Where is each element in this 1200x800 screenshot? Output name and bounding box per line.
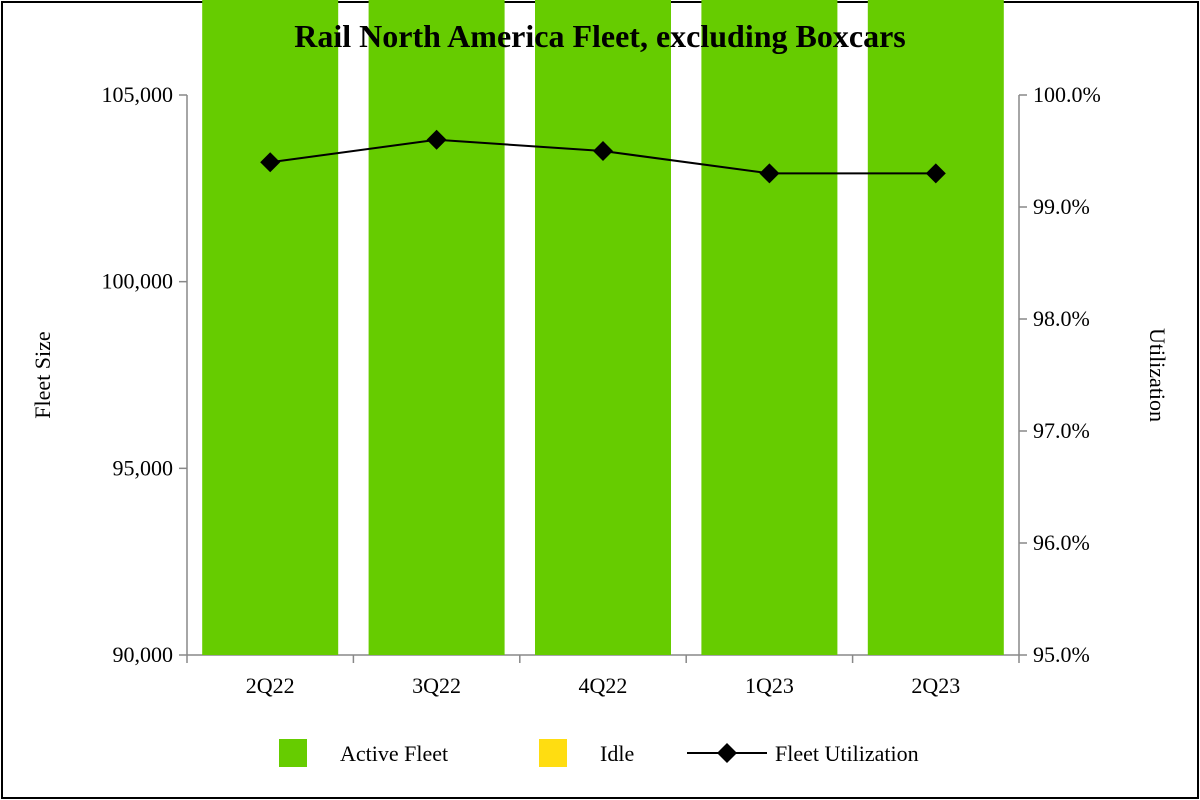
y-tick-label: 90,000: [113, 642, 174, 667]
bar-active-fleet: [535, 0, 671, 655]
utilization-marker: [426, 129, 447, 150]
utilization-marker: [593, 141, 613, 161]
legend-label-utilization: Fleet Utilization: [775, 741, 919, 766]
legend-swatch-idle: [539, 739, 567, 767]
y2-tick-label: 97.0%: [1033, 418, 1090, 443]
y2-tick-label: 95.0%: [1033, 642, 1090, 667]
bar-active-fleet: [368, 0, 505, 655]
legend-label-active: Active Fleet: [340, 741, 448, 766]
utilization-marker: [260, 152, 281, 173]
y2-tick-label: 99.0%: [1033, 194, 1090, 219]
x-tick-label: 2Q23: [911, 673, 960, 698]
bar-active-fleet: [701, 0, 838, 655]
x-tick-label: 4Q22: [579, 673, 628, 698]
utilization-marker: [759, 163, 780, 184]
y2-tick-label: 98.0%: [1033, 306, 1090, 331]
y-axis-label: Fleet Size: [30, 331, 55, 418]
y2-axis-label: Utilization: [1145, 328, 1170, 422]
y2-tick-label: 100.0%: [1033, 82, 1101, 107]
x-tick-label: 2Q22: [246, 673, 295, 698]
x-tick-label: 1Q23: [745, 673, 794, 698]
y-tick-label: 95,000: [113, 455, 174, 480]
utilization-marker: [925, 163, 946, 184]
y2-tick-label: 96.0%: [1033, 530, 1090, 555]
x-tick-label: 3Q22: [412, 673, 461, 698]
legend-swatch-active: [279, 739, 307, 767]
y-tick-label: 100,000: [102, 269, 174, 294]
bar-active-fleet: [202, 0, 339, 655]
legend-marker-utilization: [717, 743, 737, 763]
legend-label-idle: Idle: [600, 741, 634, 766]
y-tick-label: 105,000: [102, 82, 174, 107]
chart-title: Rail North America Fleet, excluding Boxc…: [294, 18, 906, 54]
bar-active-fleet: [867, 0, 1004, 655]
